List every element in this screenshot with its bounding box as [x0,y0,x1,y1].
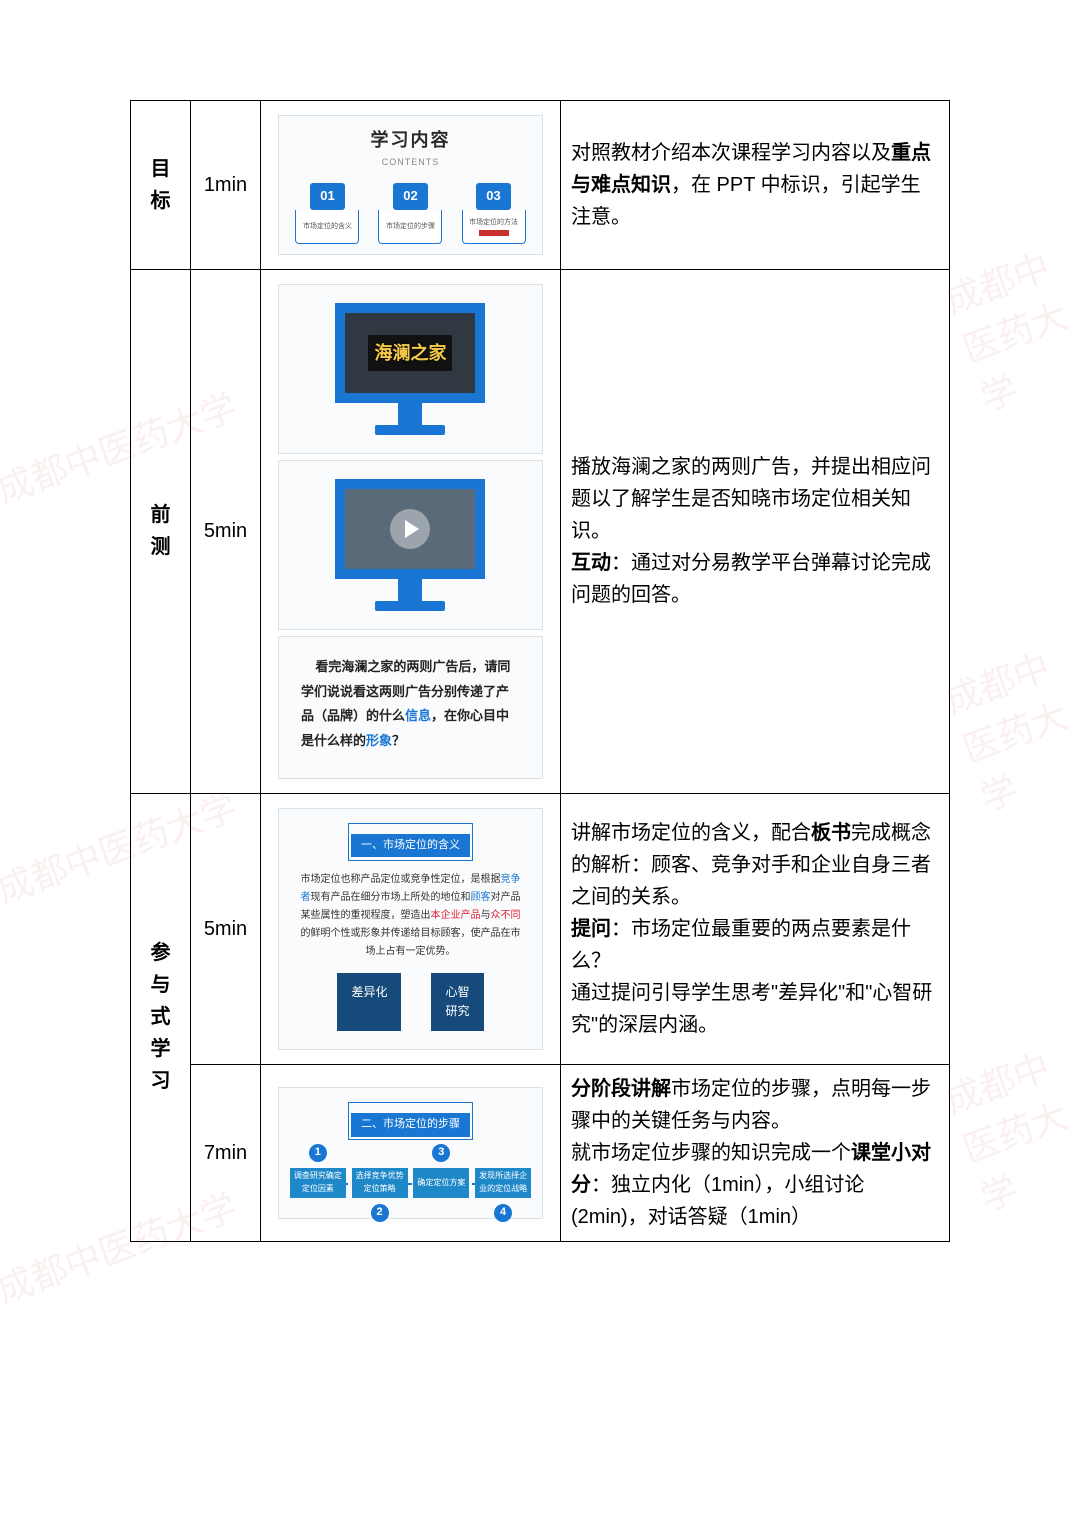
flow-step: 4 发现所选择企业的定位战略 [475,1168,531,1198]
content-num: 03 [476,183,510,210]
question-slide: 看完海澜之家的两则广告后，请同学们说说看这两则广告分别传递了产品（品牌）的什么信… [278,636,543,779]
monitor-stand [398,403,422,425]
content-item: 03 市场定位的方法 [455,183,532,244]
slide-cell: 学习内容 CONTENTS 01 市场定位的含义 02 市场定位的步骤 03 市… [261,101,561,270]
lesson-plan-table: 目标 1min 学习内容 CONTENTS 01 市场定位的含义 02 市场定位… [130,100,950,1242]
slide-subtitle: CONTENTS [289,155,532,169]
q-text: ？ [392,733,405,748]
content-item: 02 市场定位的步骤 [372,183,449,244]
page: 目标 1min 学习内容 CONTENTS 01 市场定位的含义 02 市场定位… [0,0,1080,1302]
emphasis-bar [479,230,509,236]
play-icon [390,509,430,549]
contents-slide: 学习内容 CONTENTS 01 市场定位的含义 02 市场定位的步骤 03 市… [278,115,543,255]
description-cell: 对照教材介绍本次课程学习内容以及重点与难点知识，在 PPT 中标识，引起学生注意… [561,101,950,270]
tag-row: 差异化 心智研究 [291,973,530,1031]
content-cap-text: 市场定位的方法 [469,217,518,228]
q-highlight: 形象 [366,733,392,748]
description-cell: 讲解市场定位的含义，配合板书完成概念的解析：顾客、竞争对手和企业自身三者之间的关… [561,793,950,1064]
store-sign: 海澜之家 [374,343,446,363]
step-number: 2 [371,1204,389,1222]
monitor-icon [335,479,485,611]
concept-tag: 差异化 [337,973,401,1031]
concept-tag: 心智研究 [431,973,483,1031]
monitor-base [375,601,445,611]
phase-cell: 前测 [131,269,191,793]
monitor-icon: 海澜之家 [335,303,485,435]
table-row: 目标 1min 学习内容 CONTENTS 01 市场定位的含义 02 市场定位… [131,101,950,270]
description-cell: 播放海澜之家的两则广告，并提出相应问题以了解学生是否知晓市场定位相关知识。互动：… [561,269,950,793]
screen: 海澜之家 [335,303,485,403]
slide-cell: 二、市场定位的步骤 1 调查研究确定定位因素 2 选择竞争优势定位策略 3 确定… [261,1065,561,1242]
time-cell: 5min [191,269,261,793]
content-num: 01 [310,183,344,210]
storefront-image: 海澜之家 [345,313,475,393]
step-number: 3 [432,1144,450,1162]
slide-cell: 一、市场定位的含义 市场定位也称产品定位或竞争性定位，是根据竞争者现有产品在细分… [261,793,561,1064]
flow-slide: 二、市场定位的步骤 1 调查研究确定定位因素 2 选择竞争优势定位策略 3 确定… [278,1087,543,1219]
step-text: 发现所选择企业的定位战略 [477,1170,529,1196]
definition-text: 市场定位也称产品定位或竞争性定位，是根据竞争者现有产品在细分市场上所处的地位和顾… [291,871,530,961]
phase-cell: 目标 [131,101,191,270]
contents-items: 01 市场定位的含义 02 市场定位的步骤 03 市场定位的方法 [289,183,532,244]
step-number: 4 [494,1204,512,1222]
section-label-wrap: 一、市场定位的含义 [348,823,473,861]
slide-title: 学习内容 [289,126,532,155]
definition-slide: 一、市场定位的含义 市场定位也称产品定位或竞争性定位，是根据竞争者现有产品在细分… [278,808,543,1050]
flow-step: 2 选择竞争优势定位策略 [352,1168,408,1198]
content-cap: 市场定位的步骤 [378,210,442,244]
flow-step: 1 调查研究确定定位因素 [290,1168,346,1198]
content-cap: 市场定位的含义 [295,210,359,244]
q-text [301,659,315,674]
table-row: 前测 5min 海澜之家 [131,269,950,793]
phase-cell: 参与式学习 [131,793,191,1241]
video-slide-1: 海澜之家 [278,284,543,454]
screen [335,479,485,579]
content-item: 01 市场定位的含义 [289,183,366,244]
flow-row: 1 调查研究确定定位因素 2 选择竞争优势定位策略 3 确定定位方案 4 发现所… [287,1168,534,1198]
content-num: 02 [393,183,427,210]
section-label: 一、市场定位的含义 [351,834,470,858]
slide-cell: 海澜之家 看完海澜之家的两则广告后，请同学们说说看这两则广告 [261,269,561,793]
video-slide-2 [278,460,543,630]
table-row: 参与式学习 5min 一、市场定位的含义 市场定位也称产品定位或竞争性定位，是根… [131,793,950,1064]
step-text: 选择竞争优势定位策略 [354,1170,406,1196]
content-cap: 市场定位的方法 [462,210,526,244]
time-cell: 7min [191,1065,261,1242]
flow-step: 3 确定定位方案 [413,1168,469,1198]
step-number: 1 [309,1144,327,1162]
step-text: 确定定位方案 [417,1177,465,1190]
section-label-wrap: 二、市场定位的步骤 [348,1102,473,1140]
monitor-stand [398,579,422,601]
phase-label: 参与式学习 [141,937,180,1097]
time-cell: 1min [191,101,261,270]
time-cell: 5min [191,793,261,1064]
monitor-base [375,425,445,435]
q-highlight: 信息 [405,708,431,723]
table-row: 7min 二、市场定位的步骤 1 调查研究确定定位因素 2 选择竞争优势定位策略 [131,1065,950,1242]
section-label: 二、市场定位的步骤 [351,1113,470,1137]
step-text: 调查研究确定定位因素 [292,1170,344,1196]
description-cell: 分阶段讲解市场定位的步骤，点明每一步骤中的关键任务与内容。就市场定位步骤的知识完… [561,1065,950,1242]
